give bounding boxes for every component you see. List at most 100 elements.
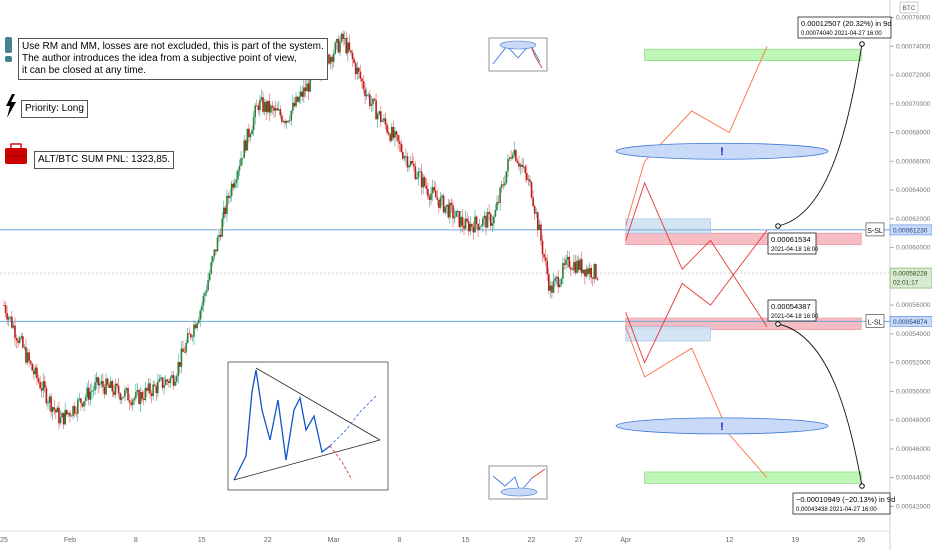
- candle-body: [42, 381, 45, 391]
- candle-body: [530, 181, 533, 198]
- candle-body: [299, 91, 302, 97]
- candle-body: [210, 261, 213, 274]
- target-zone: [644, 471, 862, 484]
- candle-body: [157, 381, 159, 394]
- decor-layer: !!: [5, 37, 829, 500]
- candle-body: [304, 87, 307, 92]
- long-projection-path: [625, 46, 768, 227]
- candle-body: [161, 377, 164, 388]
- exclamation-dot-icon: [5, 56, 12, 62]
- entry-zone: [625, 326, 711, 342]
- candle-body: [224, 207, 227, 214]
- candle-body: [171, 375, 173, 378]
- candle-body: [281, 115, 283, 122]
- candle-body: [232, 183, 235, 188]
- candle-body: [502, 184, 505, 186]
- candle-body: [482, 218, 484, 226]
- candle-body: [397, 134, 399, 142]
- candle-body: [226, 195, 228, 214]
- upper-warn-marker: !: [720, 146, 724, 158]
- candle-body: [285, 120, 288, 124]
- candle-body: [249, 134, 252, 138]
- candle-body: [271, 105, 274, 108]
- time-tick-label: 15: [198, 537, 206, 544]
- pnl-note: ALT/BTC SUM PNL: 1323,85.: [34, 151, 175, 169]
- candle-body: [18, 338, 21, 343]
- candle-body: [25, 347, 27, 363]
- stop-zone: [625, 317, 862, 330]
- candle-body: [558, 284, 561, 288]
- candle-body: [251, 129, 253, 135]
- candle-body: [287, 120, 289, 122]
- candle-body: [44, 381, 46, 388]
- candle-body: [455, 210, 457, 217]
- symbol-badge: [899, 1, 919, 14]
- candle-body: [61, 412, 63, 418]
- candle-body: [122, 396, 125, 398]
- candle-body: [461, 216, 464, 226]
- candle-body: [48, 396, 51, 403]
- candle-body: [505, 171, 508, 184]
- candle-body: [194, 324, 197, 329]
- candle-body: [372, 98, 374, 105]
- candle-body: [477, 223, 479, 230]
- short-stop-price-tag: [889, 224, 932, 236]
- candle-body: [204, 292, 206, 296]
- candle-body: [293, 102, 296, 107]
- candle-body: [522, 166, 525, 168]
- candle-body: [345, 38, 348, 54]
- candle-body: [423, 177, 426, 186]
- candle-body: [416, 177, 418, 180]
- candle-body: [524, 166, 527, 174]
- short-projection-path: [625, 326, 768, 478]
- candle-body: [472, 226, 475, 233]
- time-tick-label: Feb: [64, 537, 76, 544]
- short-target-callout-line1: −0.00010949 (−20.13%) in 9d: [796, 495, 895, 504]
- candle-body: [343, 38, 346, 39]
- candle-body: [221, 218, 224, 237]
- price-axis: 0.00076000 0.00074000 0.00072000 0.00070000…: [889, 0, 931, 550]
- candle-body: [527, 179, 530, 181]
- candle-body: [92, 390, 95, 391]
- candle-body: [576, 260, 578, 273]
- candle-body: [201, 305, 203, 311]
- candle-body: [552, 281, 555, 293]
- price-tick-label: 0.00050000: [896, 388, 931, 395]
- lightning-icon: [6, 94, 16, 118]
- candle-body: [26, 352, 29, 363]
- candle-body: [427, 188, 429, 197]
- candle-body: [447, 204, 450, 218]
- candle-body: [518, 163, 520, 167]
- candle-body: [301, 91, 304, 97]
- candle-body: [147, 383, 150, 391]
- candle-body: [441, 195, 443, 198]
- short-entry-callout-box: [767, 232, 817, 255]
- candle-body: [329, 56, 332, 64]
- candle-body: [433, 187, 435, 191]
- candle-body: [141, 392, 143, 399]
- candle-body: [351, 52, 354, 60]
- candle-body: [51, 407, 54, 412]
- candle-body: [175, 376, 178, 382]
- candle-body: [139, 392, 142, 404]
- triangle-upper-trendline: [255, 367, 381, 441]
- time-tick-label: 8: [134, 537, 138, 544]
- candle-body: [573, 261, 575, 270]
- candle-body: [135, 391, 137, 399]
- price-tick-label: 0.00068000: [896, 130, 931, 137]
- candle-body: [219, 234, 222, 237]
- thumb-bottom-ellipse: [500, 487, 538, 497]
- candle-body: [215, 249, 217, 252]
- candle-body: [431, 187, 434, 194]
- candle-body: [136, 389, 139, 392]
- candle-body: [29, 360, 32, 364]
- candle-body: [540, 224, 542, 241]
- candle-body: [463, 225, 465, 229]
- candle-body: [513, 150, 516, 156]
- price-tick-label: 0.00070000: [896, 101, 931, 108]
- candle-body: [128, 400, 131, 403]
- candle-body: [78, 398, 81, 400]
- candle-body: [458, 210, 461, 227]
